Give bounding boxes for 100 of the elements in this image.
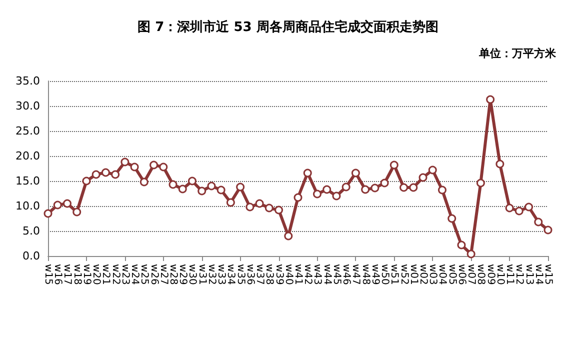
x-tick-label: w52 (398, 264, 410, 285)
point (255, 199, 264, 208)
point (159, 162, 168, 172)
point (207, 182, 216, 190)
x-tick-label: w15 (542, 264, 554, 285)
x-tick-label: w11 (504, 264, 516, 285)
point (216, 186, 226, 194)
x-tick-label: w13 (523, 264, 534, 285)
x-tick-label: w36 (244, 264, 256, 285)
point (534, 218, 543, 226)
x-tick-label: w01 (408, 264, 419, 285)
point (409, 183, 418, 192)
x-tick-label: w31 (196, 264, 208, 285)
x-tick-label: w32 (206, 264, 217, 285)
point (370, 184, 380, 192)
point (312, 190, 322, 198)
x-tick-label: w19 (80, 264, 92, 285)
point (178, 184, 187, 194)
x-tick-label: w06 (456, 264, 467, 285)
x-tick-label: w12 (514, 264, 525, 285)
chart-title: 图 7：深圳市近 53 周各周商品住宅成交面积走势图 (138, 19, 438, 35)
y-tick-label: 15.0 (16, 174, 40, 188)
point (524, 202, 534, 212)
point (236, 182, 245, 192)
x-tick-label: w44 (321, 264, 332, 285)
point (72, 208, 82, 216)
x-tick-label: w24 (129, 264, 140, 285)
point (418, 173, 428, 182)
point (101, 168, 110, 177)
x-tick-label: w14 (532, 264, 544, 285)
point (82, 176, 91, 186)
x-tick-label: w23 (119, 264, 130, 285)
x-tick-label: w22 (110, 264, 121, 285)
point (514, 206, 524, 216)
point (111, 170, 120, 179)
x-tick-label: w35 (234, 264, 246, 285)
x-tick-label: w50 (379, 264, 390, 285)
point (246, 202, 254, 212)
x-tick-label: w09 (484, 264, 496, 285)
point (226, 198, 235, 207)
point (496, 160, 504, 168)
x-tick-label: w26 (148, 264, 160, 285)
point (466, 250, 476, 258)
point (188, 176, 196, 186)
point (390, 160, 398, 170)
x-tick-label: w16 (52, 264, 64, 285)
x-tick-label: w33 (216, 264, 227, 285)
point (294, 193, 302, 202)
point (342, 182, 350, 192)
point (380, 178, 389, 188)
point (457, 240, 466, 250)
point (140, 178, 148, 186)
point (486, 95, 495, 104)
point (53, 200, 62, 210)
x-tick-label: w25 (138, 264, 150, 285)
y-tick-label: 5.0 (22, 224, 40, 238)
x-tick-label: w17 (62, 264, 73, 285)
y-tick-label: 0.0 (22, 250, 40, 262)
point (274, 206, 284, 214)
x-tick-label: w21 (100, 264, 112, 285)
point (361, 185, 370, 194)
x-tick-label: w18 (71, 264, 82, 285)
point (400, 183, 408, 192)
x-tick-label: w51 (388, 264, 400, 285)
x-tick-label: w48 (360, 264, 371, 285)
point (44, 209, 52, 218)
point (351, 168, 360, 178)
x-tick-label: w20 (90, 264, 102, 285)
point (322, 185, 332, 194)
point (428, 166, 437, 174)
y-tick-label: 30.0 (16, 100, 40, 112)
x-tick-label: w28 (168, 264, 178, 285)
x-tick-label: w04 (436, 264, 448, 285)
x-tick-label: w02 (418, 264, 428, 285)
x-tick-label: w07 (466, 264, 477, 285)
x-tick-label: w41 (292, 264, 304, 285)
y-tick-label: 25.0 (16, 124, 40, 138)
x-tick-label: w47 (350, 264, 362, 285)
point (120, 158, 130, 166)
y-axis-title: 单位：万平方米 (478, 47, 557, 60)
x-tick-label: w03 (427, 264, 438, 285)
point (62, 199, 72, 208)
x-tick-label: w40 (282, 264, 294, 285)
point (130, 162, 139, 172)
x-tick-label: w38 (264, 264, 275, 285)
point (544, 226, 552, 234)
x-tick-label: w39 (273, 264, 284, 285)
y-tick-label: 20.0 (16, 150, 40, 162)
x-tick-label: w30 (186, 264, 198, 285)
x-tick-label: w05 (446, 264, 458, 285)
x-tick-label: w08 (475, 264, 486, 285)
point (476, 178, 485, 188)
x-tick-label: w37 (254, 264, 266, 285)
point (505, 204, 514, 212)
point (150, 160, 158, 170)
x-tick-label: w34 (225, 264, 236, 285)
x-tick-label: w46 (340, 264, 352, 285)
point (168, 180, 178, 189)
point (92, 170, 100, 179)
point (284, 232, 293, 240)
